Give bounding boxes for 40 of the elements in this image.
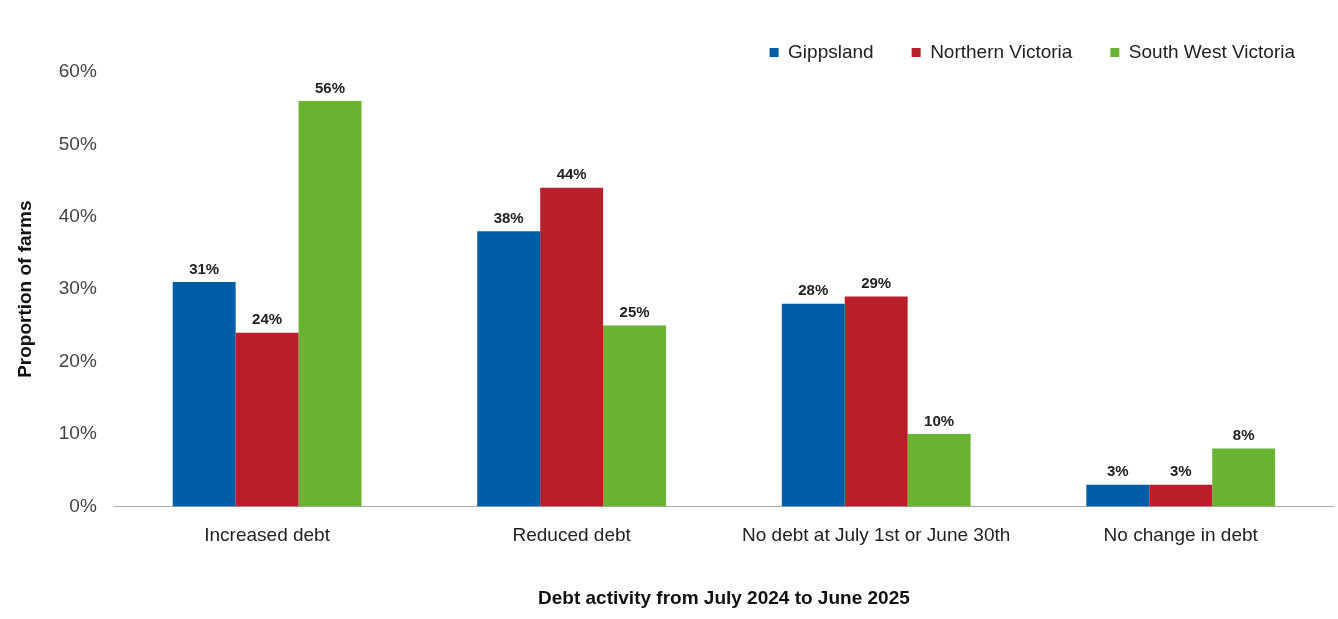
bar — [298, 100, 362, 507]
legend-label: Northern Victoria — [930, 40, 1073, 62]
bar — [844, 296, 908, 507]
y-tick-label: 40% — [58, 205, 97, 227]
y-tick-label: 0% — [69, 494, 97, 516]
bar — [540, 187, 604, 507]
data-label: 3% — [1169, 462, 1192, 480]
bar — [603, 325, 667, 507]
bar — [172, 281, 236, 507]
bar — [235, 332, 299, 507]
data-label: 8% — [1232, 426, 1255, 444]
y-tick-label: 30% — [58, 277, 97, 299]
y-tick-label: 60% — [58, 60, 97, 82]
bar — [1212, 448, 1276, 507]
data-label: 28% — [798, 281, 829, 299]
bar — [907, 434, 971, 507]
data-label: 44% — [556, 165, 587, 183]
y-axis-title: Proportion of farms — [13, 200, 35, 378]
x-tick-label: Increased debt — [204, 524, 331, 546]
data-label: 31% — [189, 259, 220, 277]
x-tick-label: Reduced debt — [512, 524, 632, 546]
data-label: 24% — [252, 310, 283, 328]
bar — [1149, 484, 1213, 507]
bar — [781, 303, 845, 507]
data-label: 38% — [493, 208, 524, 226]
x-tick-label: No change in debt — [1103, 524, 1259, 546]
y-tick-label: 10% — [58, 422, 97, 444]
x-axis-title: Debt activity from July 2024 to June 2025 — [538, 586, 911, 608]
x-tick-label: No debt at July 1st or June 30th — [742, 524, 1011, 546]
data-label: 3% — [1106, 462, 1129, 480]
legend-label: Gippsland — [788, 40, 874, 62]
data-label: 29% — [861, 274, 892, 292]
data-label: 25% — [619, 303, 650, 321]
y-tick-label: 50% — [58, 132, 97, 154]
legend-label: South West Victoria — [1128, 40, 1296, 62]
y-tick-label: 20% — [58, 349, 97, 371]
data-label: 10% — [924, 411, 955, 429]
data-label: 56% — [315, 78, 346, 96]
bar — [477, 231, 541, 507]
bar — [1086, 484, 1150, 507]
